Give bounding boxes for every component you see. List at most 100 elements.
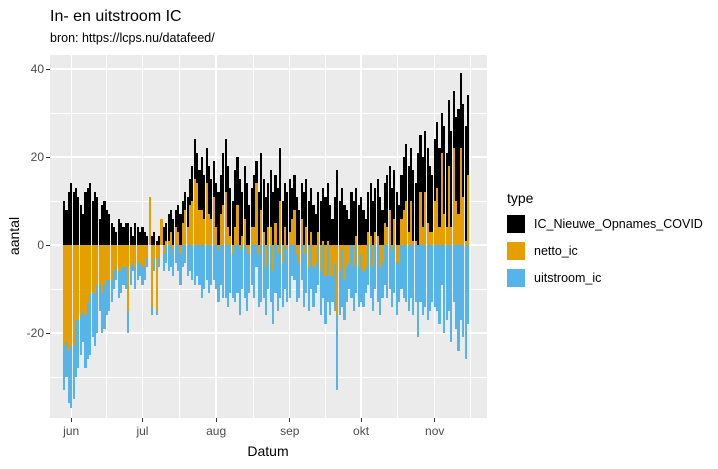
bar-netto: [376, 236, 379, 245]
bar-netto: [379, 245, 382, 267]
bar-uitstroom: [426, 245, 429, 320]
bar-netto: [169, 231, 173, 245]
legend-swatch-ic-nieuwe-opnames-covid: [507, 215, 525, 233]
bar-opnames: [203, 174, 206, 245]
bar-uitstroom: [345, 267, 348, 303]
bar-netto: [369, 236, 372, 245]
bar-uitstroom: [89, 293, 92, 355]
bar-uitstroom: [162, 253, 165, 272]
legend-item-netto-ic: netto_ic: [507, 242, 703, 260]
bar-uitstroom: [72, 346, 75, 399]
bar-opnames: [110, 223, 113, 245]
bar-opnames: [253, 174, 256, 245]
bar-netto: [158, 245, 161, 259]
bar-netto: [179, 245, 182, 254]
bar-uitstroom: [305, 245, 308, 294]
bar-uitstroom: [288, 245, 291, 298]
bar-uitstroom: [141, 267, 144, 285]
bar-opnames: [426, 148, 429, 245]
bar-opnames: [329, 205, 332, 245]
bar-opnames: [262, 179, 265, 245]
bar-netto: [148, 196, 151, 245]
bar-opnames: [338, 201, 341, 245]
bar-uitstroom: [340, 249, 344, 307]
bar-opnames: [407, 165, 410, 245]
bar-netto: [70, 245, 73, 347]
bar-uitstroom: [371, 267, 375, 311]
bar-netto: [210, 218, 213, 245]
bar-opnames: [283, 183, 287, 245]
bar-opnames: [317, 192, 320, 245]
legend: type IC_Nieuwe_Opnames_COVID netto_ic ui…: [507, 190, 703, 296]
bar-uitstroom: [350, 245, 353, 298]
bar-netto: [231, 245, 234, 254]
bar-opnames: [236, 157, 239, 245]
bar-opnames: [200, 157, 203, 245]
bar-opnames: [417, 152, 420, 245]
bar-netto: [357, 245, 360, 267]
bar-netto: [250, 227, 253, 245]
bar-uitstroom: [205, 245, 208, 281]
bar-opnames: [431, 174, 434, 245]
bar-netto: [390, 245, 394, 250]
bar-uitstroom: [279, 245, 282, 298]
bar-uitstroom: [139, 262, 142, 276]
bar-netto: [462, 196, 465, 245]
bar-netto: [186, 227, 189, 245]
bar-opnames: [288, 179, 291, 245]
bar-uitstroom: [262, 245, 265, 298]
bar-opnames: [96, 196, 99, 245]
legend-title: type: [507, 190, 534, 206]
bar-uitstroom: [191, 245, 194, 281]
bar-opnames: [257, 192, 260, 245]
bar-netto: [364, 245, 367, 267]
bar-uitstroom: [452, 245, 455, 303]
bar-uitstroom: [428, 245, 432, 311]
bar-uitstroom: [321, 245, 325, 298]
bar-opnames: [112, 227, 116, 245]
bar-uitstroom: [193, 245, 196, 285]
bar-uitstroom: [200, 245, 203, 298]
bar-uitstroom: [217, 249, 220, 303]
bar-opnames: [127, 223, 130, 245]
bar-uitstroom: [115, 267, 118, 281]
bar-uitstroom: [355, 245, 358, 294]
bar-uitstroom: [352, 267, 355, 311]
bar-netto: [310, 231, 313, 245]
bar-opnames: [117, 218, 120, 245]
bar-uitstroom: [91, 293, 94, 338]
bar-uitstroom: [124, 267, 127, 289]
bar-opnames: [386, 174, 389, 245]
bar-opnames: [405, 143, 408, 245]
bar-opnames: [153, 231, 156, 245]
x-tick-mark: [70, 418, 72, 422]
bar-uitstroom: [414, 245, 417, 303]
bar-netto: [272, 245, 275, 272]
bar-netto: [217, 245, 220, 250]
plot-panel: [50, 55, 487, 418]
bar-uitstroom: [374, 245, 377, 289]
bar-opnames: [269, 170, 272, 245]
bar-opnames: [364, 218, 367, 245]
bar-netto: [84, 245, 87, 316]
bar-netto: [445, 227, 448, 245]
bar-opnames: [274, 174, 277, 245]
bar-opnames: [336, 170, 339, 245]
bar-netto: [89, 245, 92, 294]
bar-opnames: [234, 170, 237, 245]
bar-netto: [77, 245, 80, 320]
bar-netto: [112, 245, 116, 272]
bar-opnames: [82, 214, 85, 245]
bar-netto: [98, 245, 101, 285]
bar-opnames: [409, 148, 413, 245]
bar-opnames: [388, 165, 391, 245]
bar-netto: [131, 245, 135, 263]
bar-opnames: [352, 201, 355, 245]
bar-netto: [82, 245, 85, 311]
bar-opnames: [177, 205, 180, 245]
y-tick-label: 0: [37, 238, 44, 252]
chart-title: In- en uitstroom IC: [50, 8, 182, 25]
bar-uitstroom: [312, 267, 315, 307]
bar-uitstroom: [402, 245, 405, 298]
legend-label-uitstroom-ic: uitstroom_ic: [534, 271, 602, 285]
